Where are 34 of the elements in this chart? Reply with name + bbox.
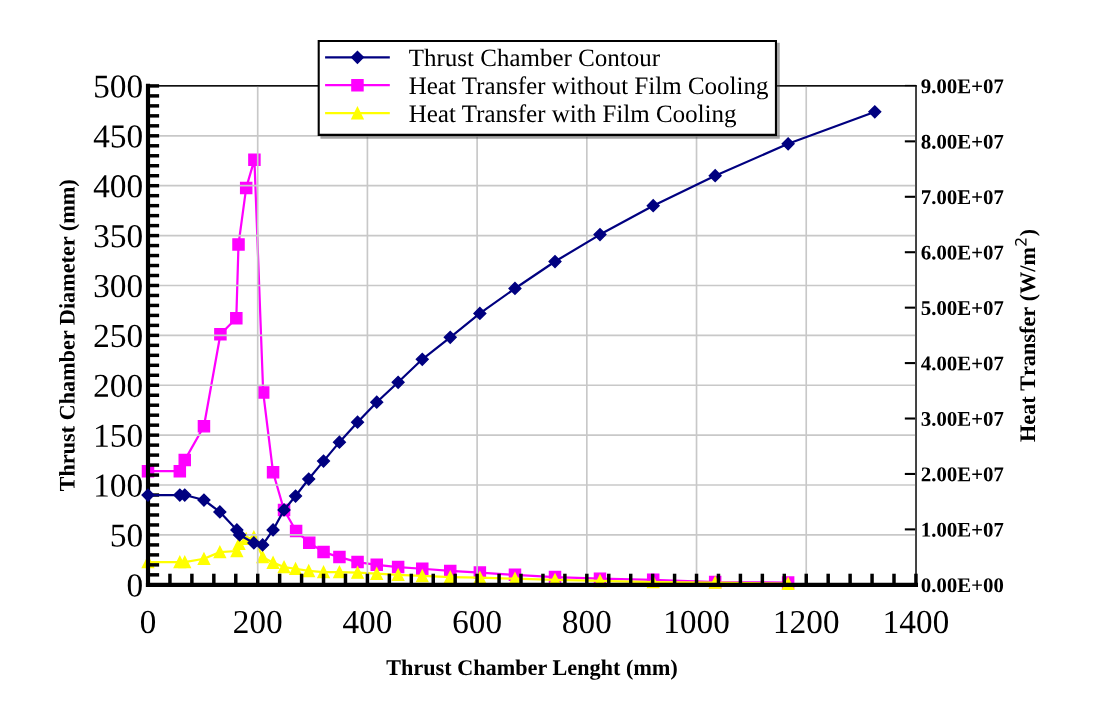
y2-axis-title: Heat Transfer (W/m$^{2}$) <box>1014 229 1040 442</box>
x-tick-label: 400 <box>343 610 392 634</box>
y2-tick-label: 5.00E+07 <box>921 301 1004 316</box>
y2-tick-label: 8.00E+07 <box>921 134 1004 149</box>
x-tick-label: 200 <box>234 610 282 634</box>
y2-tick-label: 2.00E+07 <box>921 467 1004 482</box>
y-tick-label: 300 <box>94 274 142 298</box>
y-tick-label: 150 <box>96 424 142 448</box>
y2-tick-label: 7.00E+07 <box>921 190 1004 205</box>
x-tick-label: 1200 <box>775 610 839 634</box>
legend-label: Heat Transfer without Film Cooling <box>409 76 768 100</box>
y2-tick-label: 4.00E+07 <box>921 356 1004 371</box>
legend-label: Thrust Chamber Contour <box>409 48 660 67</box>
y-tick-label: 350 <box>94 224 142 248</box>
y-tick-label: 200 <box>94 374 142 398</box>
y-tick-label: 400 <box>93 175 142 198</box>
x-axis-title: Thrust Chamber Lenght (mm) <box>386 659 677 680</box>
y-axis-title: Thrust Chamber Diameter (mm) <box>59 180 80 492</box>
y-tick-label: 500 <box>95 75 142 98</box>
y-tick-label: 0 <box>127 574 142 597</box>
x-tick-label: 1400 <box>885 610 948 634</box>
y2-tick-label: 9.00E+07 <box>921 79 1004 94</box>
y-tick-label: 450 <box>93 125 142 148</box>
y2-tick-label: 3.00E+07 <box>921 411 1004 427</box>
y-tick-label: 250 <box>94 324 142 348</box>
y2-tick-label: 6.00E+07 <box>921 245 1004 260</box>
x-tick-label: 600 <box>453 610 501 634</box>
x-tick-label: 800 <box>563 610 611 634</box>
y-tick-label: 100 <box>96 474 142 497</box>
legend-label: Heat Transfer with Film Cooling <box>409 104 737 128</box>
y2-tick-label: 1.00E+07 <box>922 522 1004 537</box>
y2-tick-label: 0.00E+00 <box>921 578 1004 593</box>
x-tick-label: 1000 <box>666 610 729 634</box>
y-tick-label: 50 <box>111 524 142 547</box>
